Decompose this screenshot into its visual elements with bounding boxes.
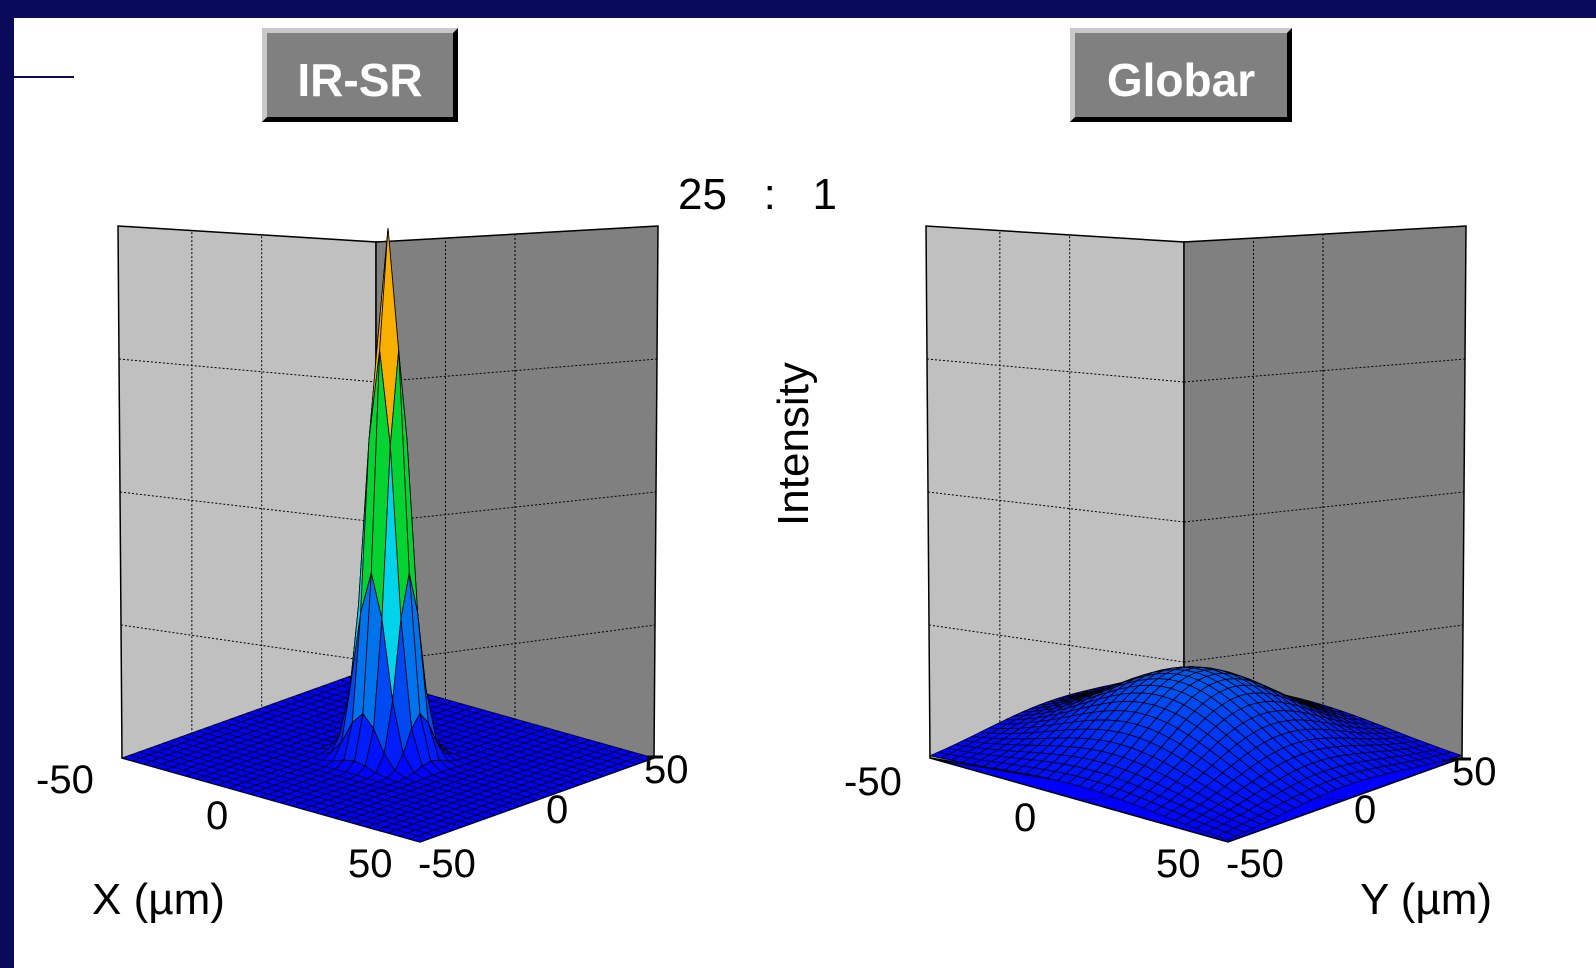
left-front-tick-max: 50 [348, 842, 393, 886]
left-front-tick-mid: 0 [206, 794, 229, 838]
surface-cell [408, 835, 430, 843]
globar-label: Globar [1070, 28, 1292, 122]
left-front-tick-min: -50 [36, 758, 94, 802]
wall-grid [925, 225, 1467, 791]
left-side-tick-max: 50 [644, 748, 689, 792]
accent-line [14, 76, 74, 78]
slide: IR-SR Globar 25 : 1 Intensity -50 0 50 -… [14, 10, 1596, 968]
top-bar [14, 10, 1596, 18]
right-side-tick-max: 50 [1452, 750, 1497, 794]
right-front-tick-min: -50 [844, 760, 902, 804]
ir-sr-label: IR-SR [262, 28, 458, 122]
intensity-axis-label: Intensity [769, 362, 818, 526]
wall-grid [117, 225, 659, 791]
left-side-tick-min: -50 [418, 842, 476, 886]
x-axis-title: X (µm) [92, 875, 225, 924]
right-front-tick-mid: 0 [1014, 796, 1037, 840]
ir-sr-surface-plot [117, 225, 659, 843]
ir-sr-mesh [120, 227, 656, 843]
surface-cell [1216, 831, 1238, 841]
globar-surface-plot [925, 225, 1467, 843]
intensity-ratio: 25 : 1 [678, 170, 837, 219]
left-side-tick-mid: 0 [546, 788, 569, 832]
globar-mesh [928, 666, 1464, 841]
y-axis-title: Y (µm) [1360, 875, 1493, 924]
right-side-tick-min: -50 [1226, 842, 1284, 886]
right-side-tick-mid: 0 [1354, 788, 1377, 832]
right-front-tick-max: 50 [1156, 842, 1201, 886]
